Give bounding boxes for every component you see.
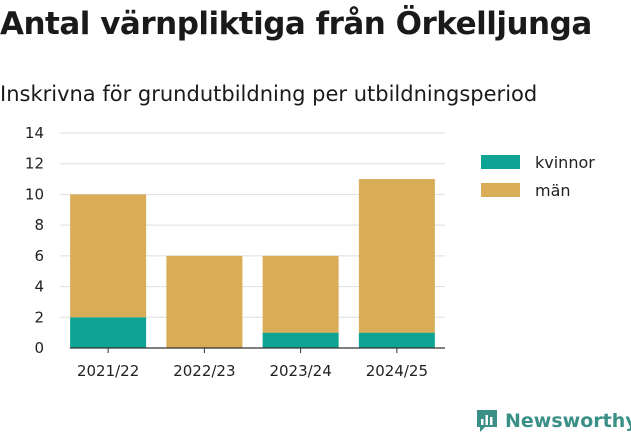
legend-label-män: män	[535, 181, 571, 200]
y-axis-ticks: 0 2 4 6 8 10 12 14	[25, 124, 44, 357]
legend-swatch-män	[481, 183, 520, 197]
bar-chart-logo-icon	[477, 410, 497, 432]
bar-segment-kvinnor-2024/25	[358, 332, 435, 348]
bar-segment-män-2023/24	[262, 255, 339, 333]
y-tick-label: 0	[34, 339, 44, 357]
legend-label-kvinnor: kvinnor	[535, 153, 595, 172]
y-tick-label: 10	[25, 185, 44, 203]
newsworthy-brand: Newsworthy	[475, 408, 631, 434]
y-tick-label: 8	[34, 216, 44, 234]
bar-segment-män-2024/25	[358, 179, 435, 333]
x-tick-label: 2022/23	[173, 362, 235, 380]
bars	[70, 179, 435, 348]
y-tick-label: 12	[25, 155, 44, 173]
y-tick-label: 6	[34, 247, 44, 265]
legend: kvinnor män	[481, 153, 595, 200]
chart-subtitle: Inskrivna för grundutbildning per utbild…	[0, 82, 538, 106]
bar-segment-män-2021/22	[70, 194, 147, 318]
y-tick-label: 14	[25, 124, 44, 142]
x-tick-label: 2024/25	[366, 362, 428, 380]
bar-segment-kvinnor-2023/24	[262, 332, 339, 348]
x-tick-label: 2021/22	[77, 362, 139, 380]
x-axis: 2021/22 2022/23 2023/24 2024/25	[70, 347, 445, 380]
x-tick-label: 2023/24	[269, 362, 331, 380]
y-tick-label: 2	[34, 308, 44, 326]
legend-swatch-kvinnor	[481, 155, 520, 169]
y-tick-label: 4	[34, 278, 44, 296]
chart-title: Antal värnpliktiga från Örkelljunga	[0, 6, 592, 42]
bar-segment-kvinnor-2021/22	[70, 317, 147, 348]
brand-name: Newsworthy	[505, 410, 631, 432]
bar-segment-män-2022/23	[166, 255, 243, 348]
